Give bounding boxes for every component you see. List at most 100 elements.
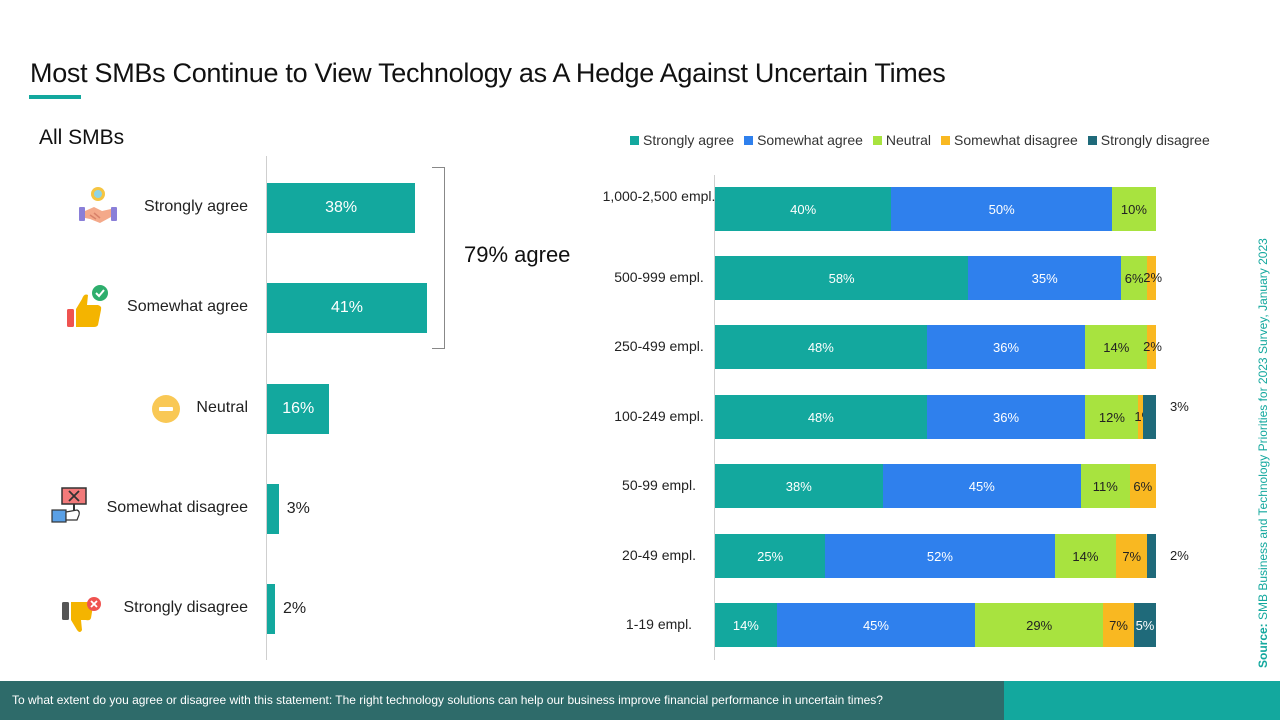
segment-value-label: 52% [926, 548, 953, 564]
thumbs-up-check-icon [67, 285, 108, 327]
segment-value-label: 45% [862, 617, 889, 633]
stacked-bar-segment: 7% [1103, 603, 1134, 647]
survey-question: To what extent do you agree or disagree … [12, 693, 883, 707]
legend-item: Somewhat disagree [941, 132, 1078, 148]
segment-value-label: 14% [732, 617, 759, 633]
legend-item: Neutral [872, 132, 932, 148]
segment-value-label: 2% [1143, 270, 1163, 285]
segment-value-label: 3% [1169, 399, 1189, 414]
row-category-label: 100-249 empl. [614, 408, 704, 424]
left-category-label: Neutral [196, 399, 248, 416]
stacked-bar-segment: 7% [1116, 534, 1148, 578]
page-title: Most SMBs Continue to View Technology as… [30, 58, 946, 88]
agree-total-label: 79% agree [464, 242, 571, 267]
stacked-bar-segment: 36% [926, 395, 1086, 439]
legend-swatch [1087, 135, 1097, 145]
segment-value-label: 48% [807, 339, 834, 355]
row-category-label: 20-49 empl. [622, 547, 696, 563]
stacked-bar-segment: 45% [776, 603, 976, 647]
stacked-bar-segment: 52% [825, 534, 1055, 578]
stacked-bar-segment: 29% [975, 603, 1104, 647]
segment-value-label: 12% [1098, 409, 1125, 425]
left-chart-title: All SMBs [39, 126, 125, 149]
row-category-label: 500-999 empl. [614, 269, 704, 285]
legend-swatch [630, 135, 639, 145]
stacked-bar-segment: 6% [1129, 464, 1156, 508]
segment-value-label: 11% [1092, 478, 1118, 494]
left-category-label: Strongly disagree [123, 599, 248, 616]
source-note: Source: SMB Business and Technology Prio… [1256, 238, 1270, 668]
segment-value-label: 14% [1072, 548, 1099, 564]
legend-item: Strongly disagree [1087, 132, 1210, 148]
segment-value-label: 6% [1133, 478, 1153, 494]
segment-value-label: 45% [968, 478, 995, 494]
row-category-label: 1,000-2,500 empl. [602, 188, 716, 204]
stacked-bar-segment: 50% [891, 187, 1112, 231]
segment-value-label: 36% [993, 409, 1020, 425]
stacked-bar-segment: 3% [1142, 395, 1189, 439]
left-bar-value-label: 16% [282, 400, 315, 417]
segment-value-label: 58% [828, 270, 855, 286]
segment-value-label: 40% [790, 201, 817, 217]
legend-label: Strongly agree [643, 132, 735, 148]
segment-value-label: 38% [785, 478, 812, 494]
segment-value-label: 2% [1169, 548, 1189, 563]
stacked-bar-segment: 58% [715, 256, 969, 300]
segment-value-label: 48% [807, 409, 834, 425]
stacked-bar-segment: 2% [1147, 534, 1189, 578]
stacked-bar-segment: 12% [1085, 395, 1139, 439]
legend-swatch [744, 135, 754, 145]
stacked-bar-segment: 10% [1111, 187, 1156, 231]
footer-bar: To what extent do you agree or disagree … [0, 681, 1004, 720]
left-bar-value-label: 2% [283, 600, 307, 617]
legend-label: Neutral [885, 132, 932, 148]
segment-value-label: 10% [1120, 201, 1147, 217]
stacked-bar-segment: 38% [715, 464, 883, 508]
right-chart-axis [714, 175, 715, 660]
thumbs-down-x-icon [62, 597, 101, 632]
left-category-label: Strongly agree [143, 198, 248, 215]
agree-bracket [432, 167, 445, 349]
stacked-bar-segment: 40% [715, 187, 892, 231]
segment-value-label: 7% [1109, 617, 1128, 633]
row-category-label: 1-19 empl. [625, 616, 693, 632]
row-category-label: 50-99 empl. [622, 477, 696, 493]
legend-swatch [941, 135, 951, 145]
chart-legend: Strongly agree Somewhat agree Neutral Somew… [630, 132, 1210, 148]
footer-accent [1004, 681, 1280, 720]
stacked-bar-segment: 6% [1121, 256, 1148, 300]
stacked-bar-segment: 36% [926, 325, 1086, 369]
stacked-bar-segment: 2% [1143, 256, 1162, 300]
stacked-bar-segment: 14% [1054, 534, 1117, 578]
segment-value-label: 7% [1122, 548, 1142, 564]
legend-swatch [872, 135, 882, 145]
stacked-bar-segment: 14% [715, 603, 777, 647]
left-bar-value-label: 41% [330, 299, 364, 316]
row-category-label: 250-499 empl. [614, 338, 704, 354]
segment-value-label: 2% [1143, 339, 1162, 354]
stacked-bar-segment: 5% [1133, 603, 1156, 647]
stacked-bar-segment: 2% [1143, 325, 1162, 369]
legend-item: Strongly agree [630, 132, 734, 148]
segment-value-label: 36% [993, 339, 1020, 355]
left-bar [267, 484, 279, 534]
legend-item: Somewhat agree [744, 132, 863, 148]
source-label: Source: [1256, 623, 1270, 668]
stacked-bar-segment: 11% [1081, 464, 1130, 508]
handshake-icon [79, 187, 117, 223]
segment-value-label: 29% [1026, 617, 1053, 633]
left-bar: 16% [267, 384, 330, 434]
left-bar [267, 584, 275, 634]
stacked-bar-segment: 25% [715, 534, 826, 578]
left-chart-axis [266, 156, 267, 660]
left-category-label: Somewhat disagree [106, 499, 248, 516]
stacked-bar-segment: 48% [715, 325, 927, 369]
stacked-bar-segment: 48% [715, 395, 927, 439]
segment-value-label: 25% [757, 548, 784, 564]
segment-value-label: 50% [988, 201, 1015, 217]
segment-value-label: 35% [1031, 270, 1058, 286]
legend-label: Somewhat agree [757, 132, 863, 148]
title-underline [29, 95, 81, 99]
legend-label: Somewhat disagree [954, 132, 1078, 148]
segment-value-label: 14% [1103, 339, 1130, 355]
